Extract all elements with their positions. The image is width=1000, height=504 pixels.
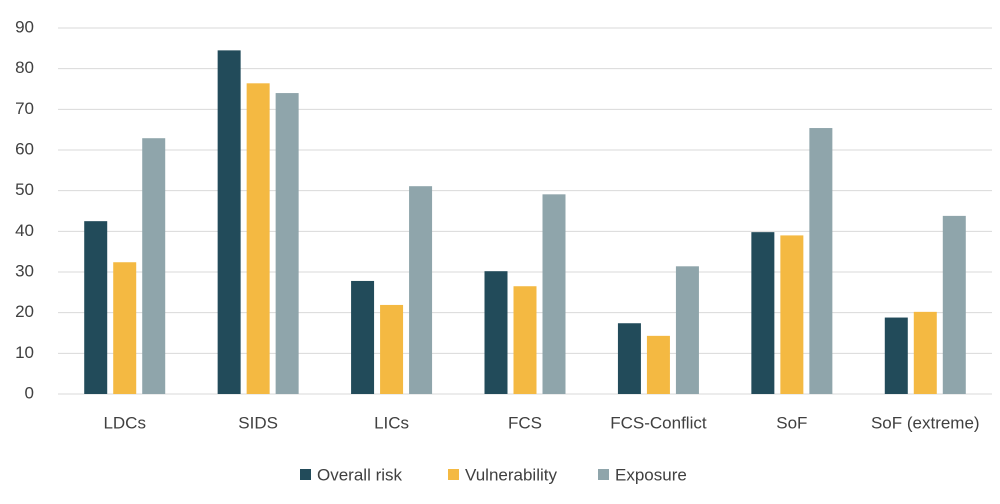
- x-tick-label: FCS: [508, 413, 542, 432]
- bar: [780, 235, 804, 394]
- bar: [809, 128, 833, 395]
- legend-label: Exposure: [615, 465, 687, 484]
- bar: [646, 335, 670, 394]
- bar: [942, 215, 966, 394]
- x-tick-label: SoF (extreme): [871, 413, 980, 432]
- y-tick-label: 90: [15, 17, 34, 36]
- legend-swatch: [448, 469, 459, 480]
- legend-label: Vulnerability: [465, 465, 557, 484]
- legend-swatch: [598, 469, 609, 480]
- x-tick-label: FCS-Conflict: [610, 413, 707, 432]
- bar: [246, 83, 270, 394]
- y-tick-label: 0: [25, 383, 34, 402]
- bar: [617, 323, 641, 394]
- bar: [351, 280, 375, 394]
- bar: [484, 271, 508, 394]
- y-tick-label: 50: [15, 180, 34, 199]
- bar: [675, 266, 699, 394]
- x-tick-label: LICs: [374, 413, 409, 432]
- x-tick-label: SoF: [776, 413, 807, 432]
- legend-swatch: [300, 469, 311, 480]
- legend-label: Overall risk: [317, 465, 403, 484]
- bar: [84, 221, 108, 394]
- bar: [217, 50, 241, 394]
- bar: [275, 93, 299, 395]
- y-tick-label: 80: [15, 58, 34, 77]
- bar: [142, 138, 166, 394]
- bar: [884, 317, 908, 394]
- bar: [913, 311, 937, 394]
- y-tick-label: 40: [15, 221, 34, 240]
- bar: [380, 304, 404, 394]
- y-tick-label: 60: [15, 139, 34, 158]
- y-tick-label: 20: [15, 302, 34, 321]
- y-tick-label: 70: [15, 99, 34, 118]
- bar: [409, 186, 433, 394]
- y-tick-label: 30: [15, 261, 34, 280]
- bar: [751, 232, 775, 394]
- y-tick-label: 10: [15, 343, 34, 362]
- x-tick-label: LDCs: [103, 413, 146, 432]
- bar: [513, 286, 537, 394]
- bar: [542, 194, 566, 394]
- bar: [113, 262, 137, 394]
- x-tick-label: SIDS: [238, 413, 278, 432]
